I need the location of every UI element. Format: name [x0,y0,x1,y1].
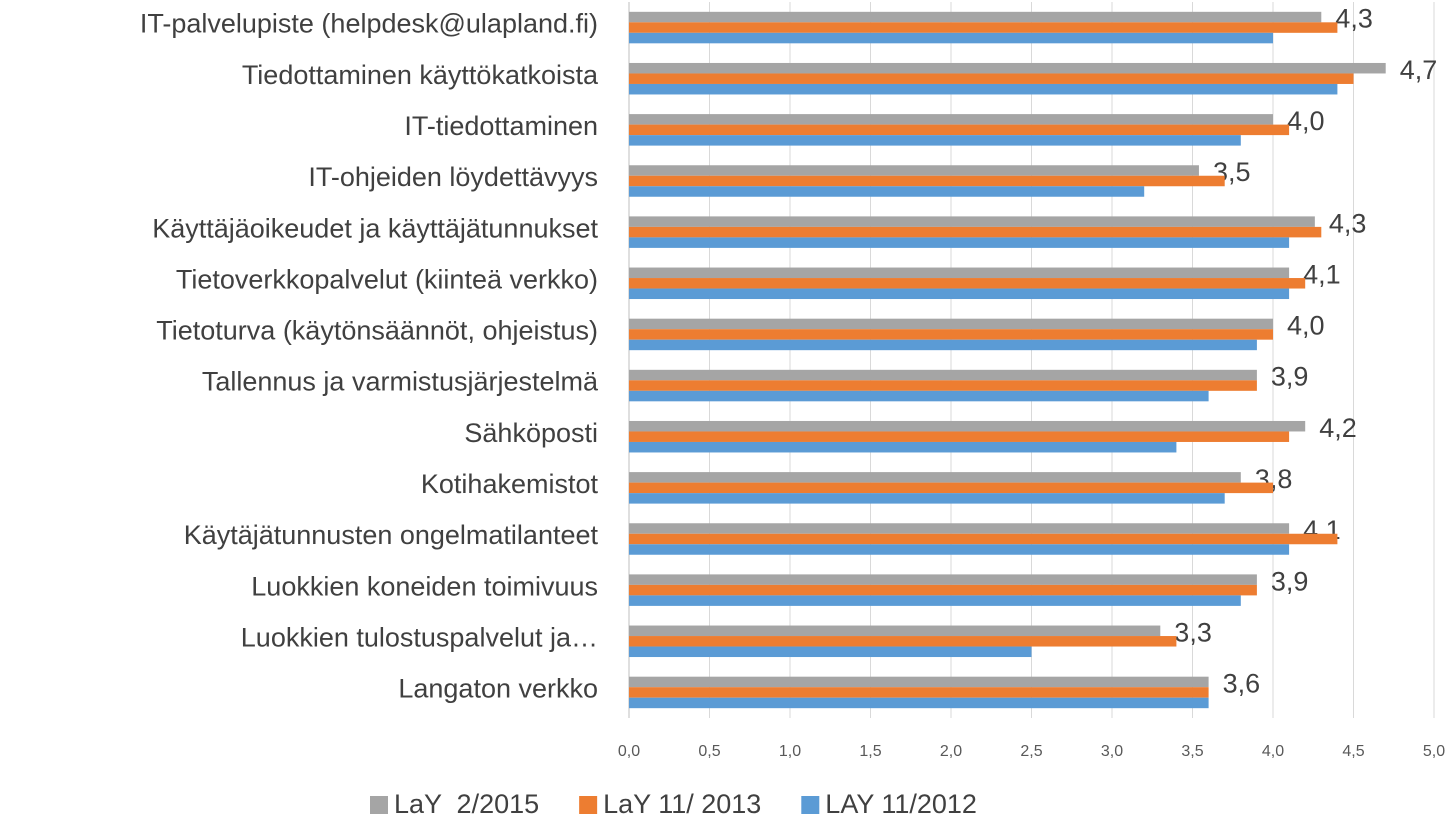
bar [629,544,1290,555]
bar [629,288,1290,300]
category-label: Tiedottaminen käyttökatkoista [242,60,599,90]
x-tick-label: 1,0 [779,743,801,760]
bar [629,697,1209,709]
data-label: 3,9 [1271,362,1309,392]
category-label: Tallennus ja varmistusjärjestelmä [202,367,599,397]
bar [629,595,1241,606]
legend-swatch [370,796,388,814]
data-label: 4,0 [1287,106,1325,136]
bar [629,237,1290,248]
bar [629,431,1290,442]
bar [629,216,1315,227]
bar [629,329,1273,340]
bar [629,636,1177,647]
bar [629,124,1290,136]
data-label: 4,1 [1303,259,1341,289]
bar [629,574,1257,585]
bar [629,165,1199,176]
category-label: Luokkien tulostuspalvelut ja… [241,622,598,652]
category-label: IT-palvelupiste (helpdesk@ulapland.fi) [140,9,598,39]
legend-label: LAY 11/2012 [825,789,977,819]
bar [629,186,1145,197]
bar [629,390,1209,402]
bar [629,114,1273,125]
bar [629,482,1273,494]
x-tick-label: 2,5 [1020,743,1042,760]
bar [629,493,1225,504]
legend-label: LaY 11/ 2013 [603,789,761,819]
category-label: IT-tiedottaminen [404,111,598,141]
bar [629,339,1257,351]
bar [629,62,1386,74]
bar [629,22,1338,33]
category-label: Käyttäjäoikeudet ja käyttäjätunnukset [152,213,598,243]
category-label: IT-ohjeiden löydettävyys [308,162,598,192]
bar [629,369,1257,381]
category-label: Kotihakemistot [421,469,599,499]
bar [629,226,1322,238]
x-tick-label: 0,5 [698,743,720,760]
x-tick-label: 3,5 [1181,743,1203,760]
bar [629,380,1257,391]
x-tick-label: 4,5 [1342,743,1364,760]
bar [629,83,1338,95]
bar [629,687,1209,698]
bar [629,420,1306,432]
bar [629,472,1241,483]
x-tick-label: 2,0 [940,743,962,760]
x-tick-label: 4,0 [1262,743,1284,760]
data-label: 3,9 [1271,566,1309,596]
bar [629,175,1225,187]
data-label: 4,0 [1287,311,1325,341]
bar [629,32,1273,44]
bar [629,441,1177,453]
category-label: Tietoturva (käytönsäännöt, ohjeistus) [156,316,598,346]
x-tick-label: 5,0 [1423,743,1445,760]
legend-swatch [801,796,820,814]
bar [629,533,1338,545]
data-label: 3,6 [1223,669,1261,699]
bar [629,584,1257,596]
x-tick-label: 1,5 [859,743,881,760]
data-label: 4,3 [1329,208,1367,238]
bar [629,625,1161,637]
category-label: Langaton verkko [398,674,598,704]
x-tick-label: 0,0 [618,743,640,760]
category-label: Tietoverkkopalvelut (kiinteä verkko) [176,264,598,294]
data-label: 4,7 [1400,55,1438,85]
category-label: Luokkien koneiden toimivuus [251,571,598,601]
bar [629,267,1290,279]
category-label: Käytäjätunnusten ongelmatilanteet [184,520,599,550]
data-label: 4,3 [1335,4,1373,34]
bar [629,676,1209,688]
legend-swatch [579,796,598,814]
bar [629,318,1273,330]
bar [629,523,1290,534]
data-label: 4,2 [1319,413,1357,443]
bar [629,11,1322,23]
bar [629,73,1354,84]
category-label: Sähköposti [464,418,598,448]
bar [629,646,1032,658]
legend-label: LaY 2/2015 [394,789,539,819]
bar [629,135,1241,146]
bar [629,278,1306,289]
data-label: 3,3 [1174,617,1212,647]
x-tick-label: 3,0 [1101,743,1123,760]
